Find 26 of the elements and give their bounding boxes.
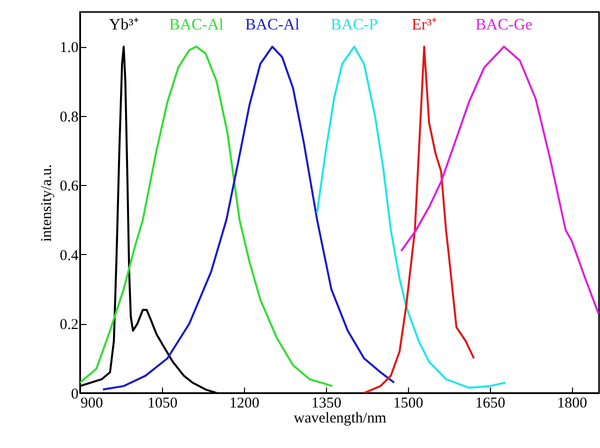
series-label: Yb³⁺ bbox=[109, 16, 138, 34]
y-tick-label: 0.6 bbox=[60, 178, 79, 195]
series-label: BAC-Ge bbox=[475, 16, 532, 34]
x-tick-label: 1800 bbox=[557, 396, 588, 412]
series-label: Er³⁺ bbox=[412, 16, 437, 34]
x-tick-label: 1200 bbox=[229, 396, 260, 412]
x-tick-label: 1500 bbox=[393, 396, 424, 412]
series-label: BAC-Al bbox=[169, 16, 224, 34]
y-tick-label: 1.0 bbox=[60, 40, 78, 56]
series-label: BAC-P bbox=[330, 16, 378, 34]
x-axis-title: wavelength/nm bbox=[294, 410, 387, 426]
x-tick-label: 1650 bbox=[475, 396, 506, 412]
y-tick-label: 0.2 bbox=[60, 317, 78, 334]
x-tick-label: 900 bbox=[80, 396, 103, 412]
y-tick-label: 0.8 bbox=[60, 109, 78, 126]
line-series bbox=[102, 46, 396, 391]
y-axis-title: intensity/a.u. bbox=[38, 164, 55, 242]
x-tick-label: 1050 bbox=[147, 396, 178, 412]
line-series bbox=[80, 46, 334, 388]
line-series bbox=[316, 46, 507, 389]
y-tick-label: 0.4 bbox=[60, 248, 79, 264]
line-series bbox=[400, 46, 599, 314]
series-label: BAC-Al bbox=[245, 16, 300, 34]
x-tick-label: 1350 bbox=[311, 396, 342, 412]
y-tick-label: 0 bbox=[71, 386, 78, 402]
line-series bbox=[363, 46, 475, 393]
